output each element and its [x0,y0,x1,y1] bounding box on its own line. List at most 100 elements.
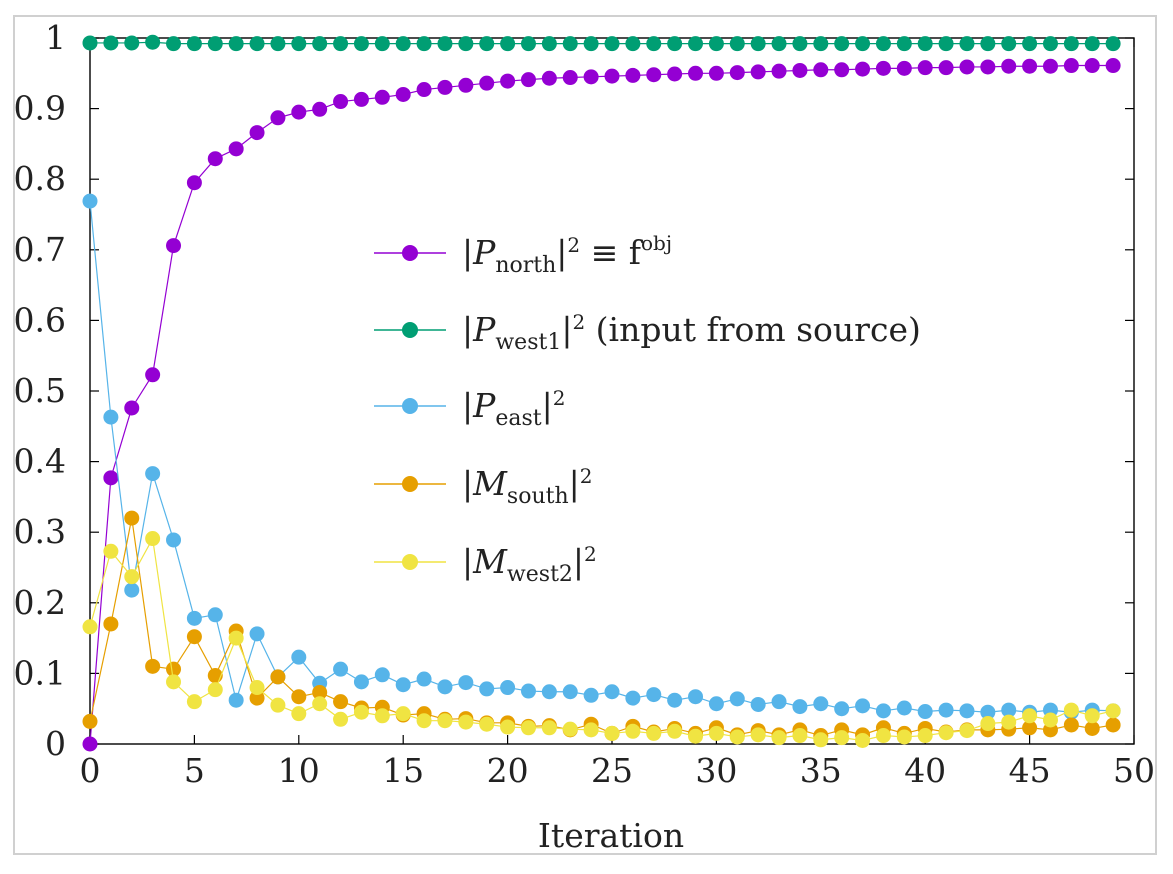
data-point [103,616,119,632]
y-tick-label: 0.4 [14,442,66,481]
data-point [291,36,307,52]
data-point [520,720,536,736]
data-point [771,730,787,746]
data-point [186,175,202,191]
data-point [688,689,704,705]
data-point [813,62,829,78]
data-point [583,69,599,85]
data-point [813,732,829,748]
data-point [103,543,119,559]
data-point [249,626,265,642]
data-point [249,36,265,52]
data-point [604,684,620,700]
data-point [124,35,140,51]
data-point [646,36,662,52]
data-point [186,629,202,645]
data-point [333,661,349,677]
data-point [855,698,871,714]
data-point [270,110,286,126]
data-point [604,36,620,52]
data-point [458,714,474,730]
data-point [186,694,202,710]
data-point [1022,58,1038,74]
legend-marker [402,322,418,338]
legend-marker [402,554,418,570]
series-P_north [82,58,1121,752]
y-tick-label: 0.2 [14,583,66,622]
data-point [312,36,328,52]
data-point [1001,58,1017,74]
series-P_west1 [82,34,1121,52]
data-point [980,704,996,720]
data-point [166,36,182,52]
data-point [1084,36,1100,52]
y-tick-label: 0.6 [14,300,66,339]
data-point [792,728,808,744]
data-point [207,682,223,698]
data-point [437,36,453,52]
data-point [374,36,390,52]
data-point [1042,36,1058,52]
data-point [145,367,161,383]
data-point [520,36,536,52]
y-tick-label: 0.9 [14,89,66,128]
data-point [667,692,683,708]
axes-layer: 0 5 10 15 20 25 30 35 40 45 50 0 0.1 0.2 0.3 0.4 0.5 0.6 0… [14,18,1155,790]
data-point [395,36,411,52]
series-layer [82,34,1121,752]
data-point [541,70,557,86]
data-point [458,77,474,93]
data-point [186,610,202,626]
data-point [729,36,745,52]
data-point [353,674,369,690]
data-point [166,532,182,548]
data-point [103,409,119,425]
series-line [89,517,1114,737]
data-point [708,725,724,741]
data-point [855,36,871,52]
legend-layer: |Pnorth|2 ≡ fobj |Pwest1|2 (input from so… [374,231,921,587]
data-point [124,400,140,416]
data-point [333,94,349,110]
data-point [124,582,140,598]
data-point [333,694,349,710]
data-point [667,36,683,52]
x-tick-label: 45 [1009,751,1051,790]
data-point [562,70,578,86]
data-point [792,699,808,715]
data-point [249,125,265,141]
data-point [938,702,954,718]
data-point [1063,36,1079,52]
legend-item-P_west1: |Pwest1|2 (input from source) [374,310,921,355]
data-point [1105,36,1121,52]
data-point [207,151,223,167]
data-point [291,104,307,120]
data-point [625,36,641,52]
data-point [500,680,516,696]
data-point [959,36,975,52]
data-point [1063,702,1079,718]
data-point [813,36,829,52]
data-point [270,669,286,685]
x-tick-label: 15 [382,751,424,790]
data-point [750,696,766,712]
data-point [1001,714,1017,730]
data-point [875,728,891,744]
data-point [875,703,891,719]
data-point [249,680,265,696]
data-point [562,721,578,737]
data-point [437,79,453,95]
data-point [479,75,495,91]
data-point [82,619,98,635]
data-point [708,65,724,81]
data-point [771,36,787,52]
series-line [89,201,1114,713]
data-point [166,674,182,690]
legend-marker [402,245,418,261]
data-point [500,719,516,735]
data-point [646,67,662,83]
data-point [688,36,704,52]
data-point [82,736,98,752]
data-point [479,716,495,732]
